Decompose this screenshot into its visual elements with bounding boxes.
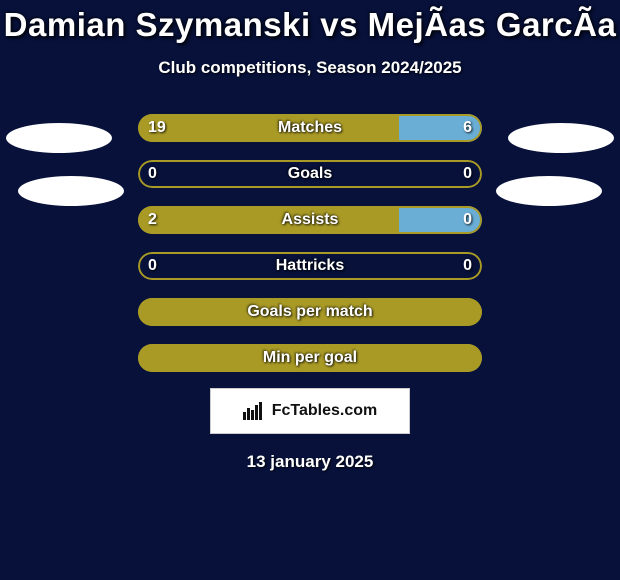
stat-value-right: 6 [463,114,472,142]
stat-label: Goals [138,160,482,188]
stat-value-right: 0 [463,160,472,188]
stat-row: Matches196 [0,114,620,142]
stat-value-right: 0 [463,252,472,280]
stat-rows: Matches196Goals00Assists20Hattricks00Goa… [0,114,620,372]
stat-bar: Goals per match [138,298,482,326]
stat-value-left: 0 [148,252,157,280]
stat-value-left: 2 [148,206,157,234]
stat-row: Hattricks0 0 [0,252,620,280]
stat-bar: Matches196 [138,114,482,142]
stat-bar: Assists20 [138,206,482,234]
stat-value-right: 0 [463,206,472,234]
stat-bar: Min per goal [138,344,482,372]
stat-row: Min per goal [0,344,620,372]
stat-bar-left [138,298,482,326]
stat-bar-left [138,344,482,372]
stat-value-left: 0 [148,160,157,188]
brand-text: FcTables.com [272,402,378,420]
infographic: Damian Szymanski vs MejÃ­as GarcÃ­a Club… [0,0,620,580]
page-title: Damian Szymanski vs MejÃ­as GarcÃ­a [0,0,620,44]
subtitle: Club competitions, Season 2024/2025 [0,58,620,78]
stat-row: Goals0 0 [0,160,620,188]
stat-bar: Goals0 0 [138,160,482,188]
bar-chart-icon [243,402,265,420]
date-text: 13 january 2025 [0,452,620,472]
stat-bar: Hattricks0 0 [138,252,482,280]
stat-row: Goals per match [0,298,620,326]
stat-bar-left [138,114,399,142]
stat-bar-border [138,160,482,188]
brand-card: FcTables.com [210,388,410,434]
stat-bar-border [138,252,482,280]
stat-label: Hattricks [138,252,482,280]
stat-row: Assists20 [0,206,620,234]
stat-bar-left [138,206,399,234]
stat-value-left: 19 [148,114,166,142]
